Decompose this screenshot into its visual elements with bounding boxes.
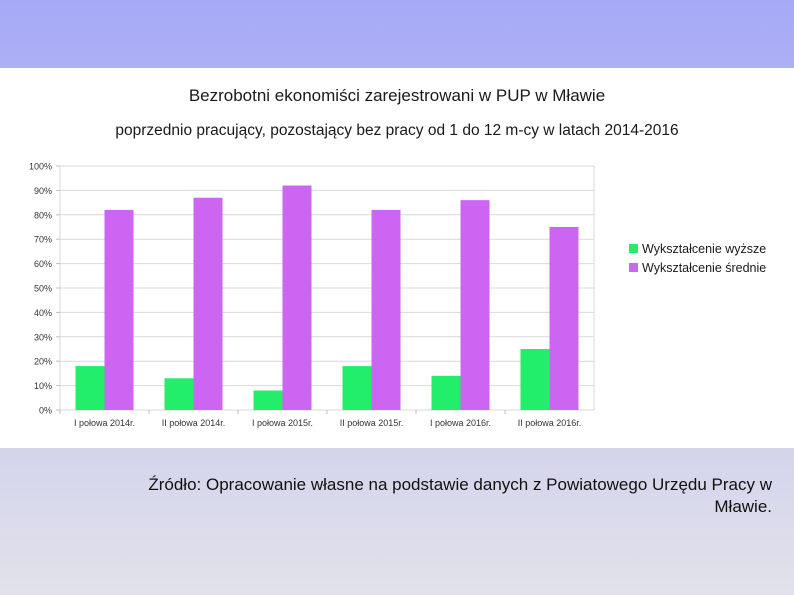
- y-tick-label: 20%: [34, 357, 52, 367]
- x-tick-label: II połowa 2015r.: [340, 418, 404, 428]
- x-tick-label: II połowa 2014r.: [162, 418, 226, 428]
- x-tick-label: I połowa 2016r.: [430, 418, 491, 428]
- x-tick-label: II połowa 2016r.: [518, 418, 582, 428]
- source-caption: Źródło: Opracowanie własne na podstawie …: [30, 474, 772, 518]
- bar-wyzsze: [431, 375, 461, 410]
- chart-subtitle: poprzednio pracujący, pozostający bez pr…: [115, 122, 679, 139]
- y-tick-label: 40%: [34, 308, 52, 318]
- bar-srednie: [104, 209, 134, 410]
- y-tick-label: 70%: [34, 235, 52, 245]
- bar-wyzsze: [342, 366, 372, 410]
- bar-srednie: [371, 209, 401, 410]
- bar-chart: 0% 10% 20% 30% 40% 50% 60% 70% 80% 90% 100% I połow…: [29, 162, 766, 429]
- bar-srednie: [460, 200, 490, 410]
- y-tick-label: 0%: [39, 406, 52, 416]
- y-tick-label: 50%: [34, 284, 52, 294]
- bar-wyzsze: [253, 390, 283, 410]
- x-tick-label: I połowa 2014r.: [74, 418, 135, 428]
- y-tick-label: 60%: [34, 259, 52, 269]
- source-caption-line-2: Mławie.: [714, 497, 772, 516]
- legend-swatch: [629, 244, 638, 253]
- legend-label: Wykształcenie średnie: [642, 261, 766, 275]
- y-tick-label: 80%: [34, 210, 52, 220]
- y-tick-label: 30%: [34, 332, 52, 342]
- legend-swatch: [629, 263, 638, 272]
- bar-srednie: [193, 197, 223, 410]
- bar-wyzsze: [520, 349, 550, 410]
- x-tick-label: I połowa 2015r.: [252, 418, 313, 428]
- y-tick-label: 10%: [34, 381, 52, 391]
- bar-wyzsze: [75, 366, 105, 410]
- chart-title: Bezrobotni ekonomiści zarejestrowani w P…: [188, 86, 606, 105]
- y-tick-label: 90%: [34, 186, 52, 196]
- bar-srednie: [549, 227, 579, 410]
- chart-panel: Bezrobotni ekonomiści zarejestrowani w P…: [0, 68, 794, 448]
- y-tick-label: 100%: [29, 162, 52, 172]
- bar-wyzsze: [164, 378, 194, 410]
- bar-srednie: [282, 185, 312, 410]
- legend-label: Wykształcenie wyższe: [642, 242, 766, 256]
- source-caption-line-1: Źródło: Opracowanie własne na podstawie …: [148, 475, 772, 494]
